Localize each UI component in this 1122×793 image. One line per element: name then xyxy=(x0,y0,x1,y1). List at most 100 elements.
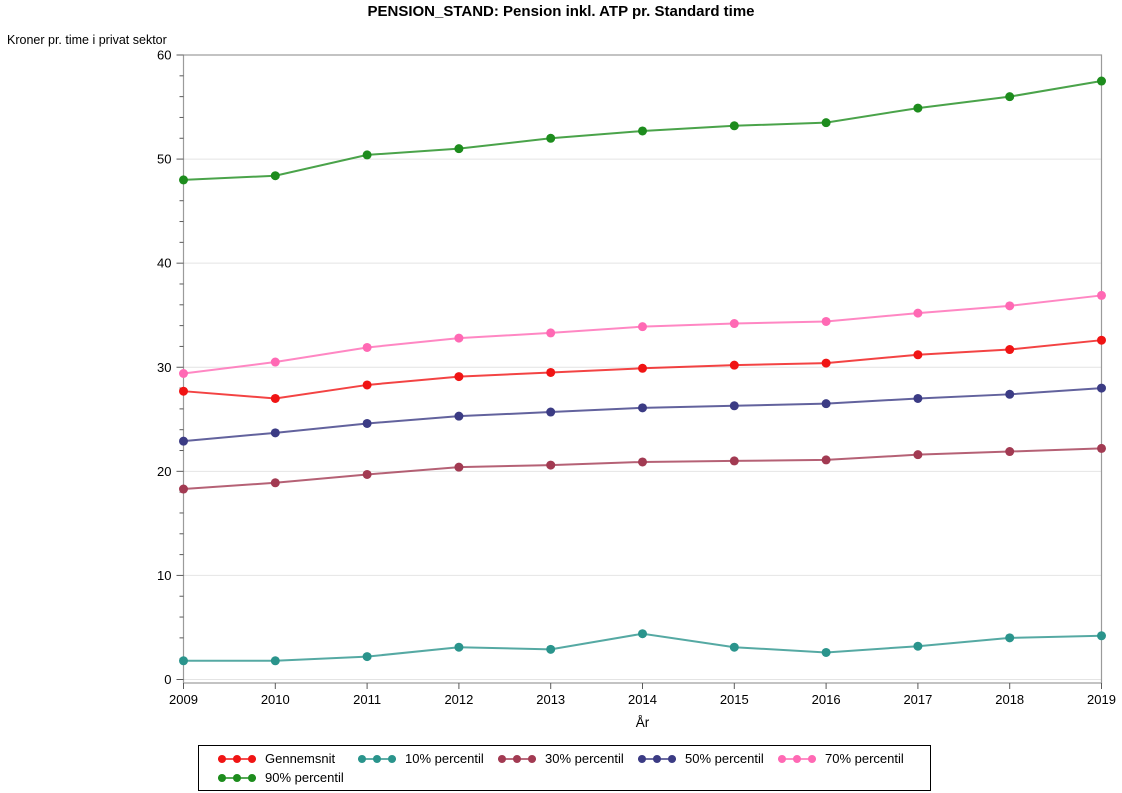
data-point xyxy=(179,484,188,494)
series-10-percentil xyxy=(179,629,1106,666)
legend-label: 30% percentil xyxy=(545,751,624,766)
series-gennemsnit xyxy=(179,335,1106,403)
data-point xyxy=(821,455,831,465)
data-point xyxy=(362,469,372,479)
data-point xyxy=(270,171,280,181)
legend-marker-icon xyxy=(358,754,396,763)
x-tick-label: 2010 xyxy=(261,692,290,707)
legend-marker-icon xyxy=(218,754,256,763)
legend-label: 70% percentil xyxy=(825,751,904,766)
data-point xyxy=(546,133,556,143)
data-point xyxy=(1005,633,1015,643)
data-point xyxy=(362,380,372,390)
x-tick-label: 2013 xyxy=(536,692,565,707)
data-point xyxy=(454,411,464,421)
legend-label: 50% percentil xyxy=(685,751,764,766)
data-point xyxy=(821,316,831,326)
data-point xyxy=(913,308,923,318)
data-point xyxy=(362,342,372,352)
data-point xyxy=(270,478,280,488)
data-point xyxy=(1097,631,1106,641)
data-point xyxy=(638,363,647,373)
data-point xyxy=(638,629,647,639)
data-point xyxy=(729,642,739,652)
data-point xyxy=(546,367,556,377)
legend-label: 10% percentil xyxy=(405,751,484,766)
series-90-percentil xyxy=(179,76,1106,185)
legend-item: 70% percentil xyxy=(776,749,916,768)
data-point xyxy=(638,403,647,413)
data-point xyxy=(454,372,464,382)
data-point xyxy=(270,357,280,367)
data-point xyxy=(546,460,556,470)
data-point xyxy=(270,428,280,438)
series-line xyxy=(183,447,1102,491)
y-tick-label: 30 xyxy=(157,360,171,375)
data-point xyxy=(638,126,647,136)
data-point xyxy=(729,401,739,411)
data-point xyxy=(1097,335,1106,345)
data-point xyxy=(454,144,464,154)
data-point xyxy=(454,642,464,652)
data-point xyxy=(179,386,188,396)
data-point xyxy=(821,647,831,657)
data-point xyxy=(179,436,188,446)
data-point xyxy=(821,399,831,409)
data-point xyxy=(913,393,923,403)
data-point xyxy=(546,644,556,654)
legend-marker-icon xyxy=(498,754,536,763)
data-point xyxy=(913,350,923,360)
data-point xyxy=(454,333,464,343)
data-point xyxy=(913,641,923,651)
series-line xyxy=(183,387,1102,443)
x-tick-label: 2016 xyxy=(812,692,841,707)
x-tick-label: 2015 xyxy=(720,692,749,707)
x-tick-label: 2014 xyxy=(628,692,657,707)
legend-marker-icon xyxy=(638,754,676,763)
data-point xyxy=(638,457,647,467)
legend-item: 90% percentil xyxy=(216,768,356,787)
x-axis: 2009 2010 2011 2012 2013 2014 2015 2016 2017 2018… xyxy=(169,683,1116,730)
legend-item: 50% percentil xyxy=(636,749,776,768)
data-point xyxy=(270,393,280,403)
data-point xyxy=(179,368,188,378)
data-point xyxy=(270,656,280,666)
data-point xyxy=(454,462,464,472)
data-point xyxy=(729,456,739,466)
x-tick-label: 2019 xyxy=(1087,692,1116,707)
data-point xyxy=(729,319,739,329)
legend-label: Gennemsnit xyxy=(265,751,336,766)
series-line xyxy=(183,294,1102,375)
plot-area: 0 10 20 30 40 50 60 2009 2010 2011 2012 2013 2014 201… xyxy=(157,48,1116,731)
x-tick-label: 2009 xyxy=(169,692,198,707)
y-tick-label: 0 xyxy=(164,672,171,687)
y-tick-label: 10 xyxy=(157,568,171,583)
data-point xyxy=(1097,443,1106,453)
data-point xyxy=(362,150,372,160)
data-point xyxy=(179,175,188,185)
data-point xyxy=(362,652,372,662)
data-point xyxy=(1005,92,1015,102)
legend-label: 90% percentil xyxy=(265,770,344,785)
data-point xyxy=(1097,290,1106,300)
data-point xyxy=(1005,301,1015,311)
data-point xyxy=(1097,76,1106,86)
data-point xyxy=(1005,345,1015,355)
y-axis-title: Kroner pr. time i privat sektor xyxy=(7,33,167,47)
data-point xyxy=(821,118,831,128)
data-point xyxy=(546,328,556,338)
x-tick-label: 2012 xyxy=(444,692,473,707)
y-tick-label: 50 xyxy=(157,152,171,167)
data-point xyxy=(729,360,739,370)
x-axis-title: År xyxy=(636,715,650,730)
data-point xyxy=(1097,383,1106,393)
series-30-percentil xyxy=(179,443,1106,494)
y-tick-label: 60 xyxy=(157,48,171,63)
data-point xyxy=(638,322,647,332)
chart-title: PENSION_STAND: Pension inkl. ATP pr. Sta… xyxy=(367,3,755,20)
legend-item: 10% percentil xyxy=(356,749,496,768)
legend-marker-icon xyxy=(218,773,256,782)
legend-item: Gennemsnit xyxy=(216,749,356,768)
y-tick-label: 20 xyxy=(157,464,171,479)
